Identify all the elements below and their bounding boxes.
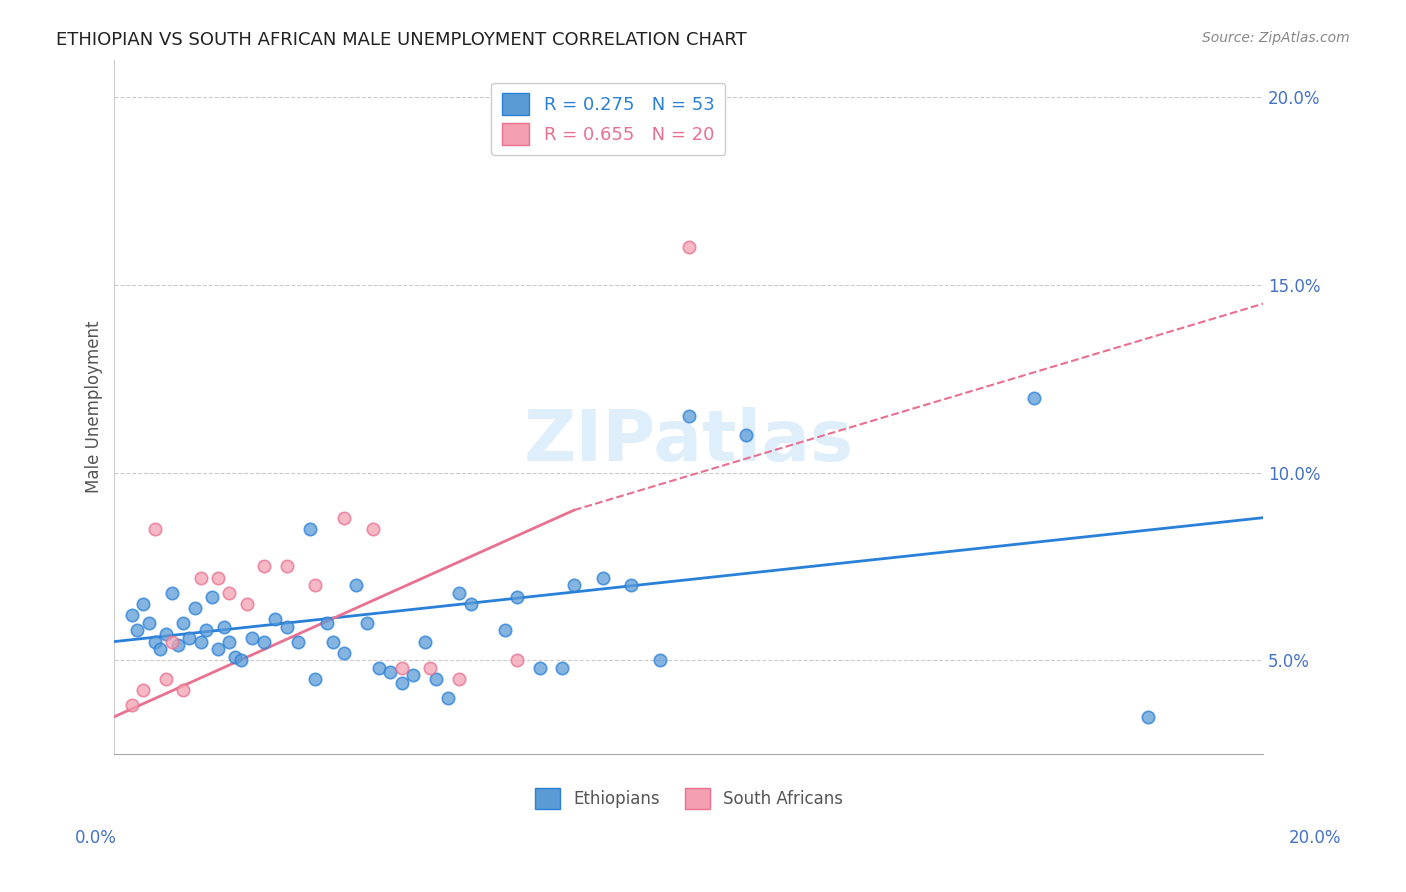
- Point: [378, 665, 401, 679]
- Point: [391, 661, 413, 675]
- Point: [391, 676, 413, 690]
- Point: [1137, 709, 1160, 723]
- Point: [264, 612, 287, 626]
- Point: [177, 631, 200, 645]
- Point: [449, 586, 471, 600]
- Point: [620, 578, 643, 592]
- Point: [121, 698, 143, 713]
- Point: [138, 615, 160, 630]
- Point: [316, 615, 339, 630]
- Point: [678, 240, 700, 254]
- Text: 20.0%: 20.0%: [1288, 829, 1341, 847]
- Point: [184, 600, 207, 615]
- Point: [218, 634, 240, 648]
- Point: [235, 597, 257, 611]
- Point: [436, 690, 458, 705]
- Text: ETHIOPIAN VS SOUTH AFRICAN MALE UNEMPLOYMENT CORRELATION CHART: ETHIOPIAN VS SOUTH AFRICAN MALE UNEMPLOY…: [56, 31, 747, 49]
- Point: [529, 661, 551, 675]
- Point: [344, 578, 367, 592]
- Point: [160, 634, 183, 648]
- Point: [253, 559, 276, 574]
- Point: [449, 672, 471, 686]
- Point: [229, 653, 252, 667]
- Point: [367, 661, 389, 675]
- Point: [212, 619, 235, 633]
- Y-axis label: Male Unemployment: Male Unemployment: [86, 320, 103, 493]
- Point: [218, 586, 240, 600]
- Point: [650, 653, 672, 667]
- Point: [494, 624, 516, 638]
- Point: [505, 653, 527, 667]
- Point: [287, 634, 309, 648]
- Point: [143, 634, 166, 648]
- Point: [304, 672, 326, 686]
- Point: [402, 668, 425, 682]
- Point: [425, 672, 447, 686]
- Point: [224, 649, 246, 664]
- Text: ZIPatlas: ZIPatlas: [524, 407, 853, 476]
- Point: [160, 586, 183, 600]
- Point: [356, 615, 378, 630]
- Point: [333, 646, 356, 660]
- Text: 0.0%: 0.0%: [75, 829, 117, 847]
- Point: [735, 428, 758, 442]
- Point: [149, 642, 172, 657]
- Point: [678, 409, 700, 424]
- Point: [253, 634, 276, 648]
- Point: [201, 590, 224, 604]
- Point: [207, 571, 229, 585]
- Point: [460, 597, 482, 611]
- Text: Source: ZipAtlas.com: Source: ZipAtlas.com: [1202, 31, 1350, 45]
- Point: [155, 672, 177, 686]
- Point: [132, 683, 155, 698]
- Point: [155, 627, 177, 641]
- Point: [190, 571, 212, 585]
- Point: [419, 661, 441, 675]
- Point: [361, 522, 384, 536]
- Point: [562, 578, 585, 592]
- Point: [413, 634, 436, 648]
- Point: [276, 619, 298, 633]
- Point: [592, 571, 614, 585]
- Point: [240, 631, 263, 645]
- Point: [195, 624, 218, 638]
- Point: [127, 624, 149, 638]
- Point: [276, 559, 298, 574]
- Point: [172, 615, 194, 630]
- Point: [190, 634, 212, 648]
- Legend: Ethiopians, South Africans: Ethiopians, South Africans: [529, 781, 849, 815]
- Point: [333, 510, 356, 524]
- Point: [304, 578, 326, 592]
- Point: [298, 522, 321, 536]
- Point: [172, 683, 194, 698]
- Point: [143, 522, 166, 536]
- Point: [551, 661, 574, 675]
- Point: [505, 590, 527, 604]
- Point: [166, 638, 188, 652]
- Point: [132, 597, 155, 611]
- Point: [1022, 391, 1045, 405]
- Point: [207, 642, 229, 657]
- Point: [322, 634, 344, 648]
- Point: [121, 608, 143, 623]
